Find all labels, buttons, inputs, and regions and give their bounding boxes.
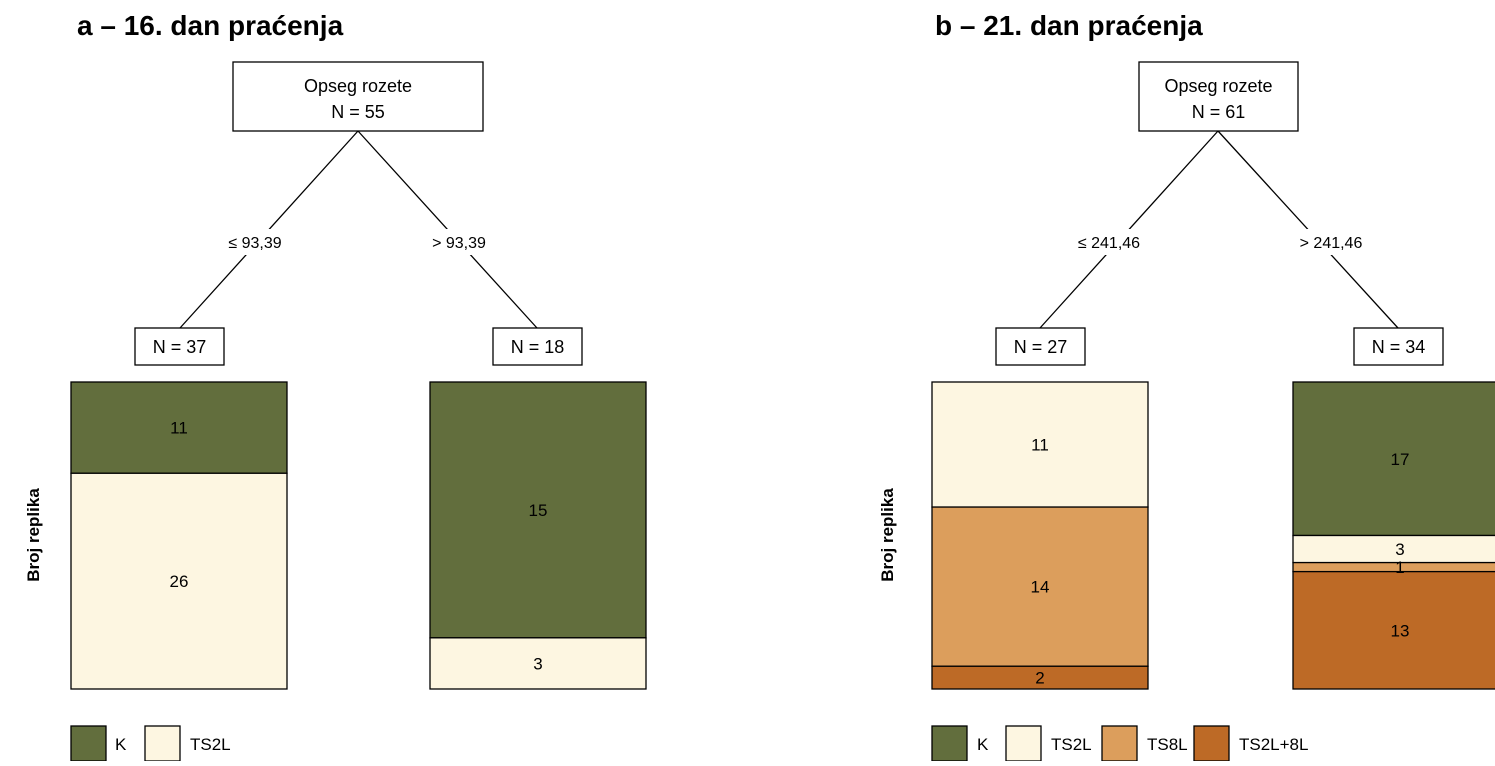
bar-segment-ts8l-value: 1 xyxy=(1395,558,1404,577)
legend-swatch-ts2l xyxy=(144,725,181,762)
bar-segment-ts8l-value: 14 xyxy=(1031,578,1050,597)
right-leaf-bar: 15 3 xyxy=(429,381,647,690)
bar-segment-ts8l xyxy=(931,506,1149,667)
left-edge-label-bg xyxy=(215,229,295,255)
bar-segment-ts2l xyxy=(70,472,288,690)
legend-label-k: K xyxy=(115,735,127,754)
left-edge-label-bg xyxy=(1064,229,1154,255)
legend: K TS2L TS8L TS2L+8L xyxy=(931,725,1308,762)
root-node-box xyxy=(1138,61,1299,132)
bar-segment-k xyxy=(429,381,647,639)
right-edge-label: > 93,39 xyxy=(432,235,486,252)
root-node-label: Opseg rozete xyxy=(304,76,412,96)
legend: K TS2L xyxy=(70,725,231,762)
y-axis-label: Broj replika xyxy=(878,488,897,582)
left-edge-label: ≤ 241,46 xyxy=(1078,235,1140,252)
panel-b-title: b – 21. dan praćenja xyxy=(935,10,1203,41)
legend-swatch-k xyxy=(931,725,968,762)
left-leaf-bar: 11 26 xyxy=(70,381,288,690)
bar-segment-ts2l-value: 3 xyxy=(533,654,542,673)
root-node-count: N = 61 xyxy=(1192,102,1246,122)
bar-segment-ts2l-value: 26 xyxy=(170,572,189,591)
root-node-label: Opseg rozete xyxy=(1164,76,1272,96)
right-leaf-node-box xyxy=(492,327,583,366)
legend-swatch-ts2l xyxy=(1005,725,1042,762)
bar-segment-k-value: 15 xyxy=(529,501,548,520)
right-edge-label-bg xyxy=(417,229,501,255)
bar-segment-ts2l8l-value: 13 xyxy=(1391,621,1410,640)
y-axis-label: Broj replika xyxy=(24,488,43,582)
left-leaf-count: N = 27 xyxy=(1014,337,1068,357)
bar-segment-ts2l-value: 3 xyxy=(1395,540,1404,559)
legend-label-ts2l8l: TS2L+8L xyxy=(1239,735,1308,754)
right-leaf-count: N = 34 xyxy=(1372,337,1426,357)
bar-segment-ts2l xyxy=(931,381,1149,508)
bar-segment-ts2l8l xyxy=(1292,570,1495,690)
left-leaf-node-box xyxy=(995,327,1086,366)
left-leaf-node-box xyxy=(134,327,225,366)
bar-segment-ts2l xyxy=(429,637,647,690)
right-edge-label: > 241,46 xyxy=(1300,235,1363,252)
panel-b: b – 21. dan praćenja Opseg rozete N = 61… xyxy=(878,10,1495,762)
panel-a: a – 16. dan praćenja Opseg rozete N = 55… xyxy=(24,10,647,762)
bar-segment-ts2l8l xyxy=(931,665,1149,690)
bar-segment-k-value: 11 xyxy=(170,419,188,438)
legend-label-k: K xyxy=(977,735,989,754)
bar-segment-k xyxy=(1292,381,1495,537)
legend-swatch-ts2l8l xyxy=(1193,725,1230,762)
left-edge-label: ≤ 93,39 xyxy=(228,235,281,252)
right-edge-label-bg xyxy=(1284,229,1378,255)
bar-segment-k xyxy=(70,381,288,474)
left-leaf-bar: 11 14 2 xyxy=(931,381,1149,690)
legend-label-ts2l: TS2L xyxy=(190,735,231,754)
left-leaf-count: N = 37 xyxy=(153,337,207,357)
right-leaf-node-box xyxy=(1353,327,1444,366)
bar-segment-ts8l xyxy=(1292,561,1495,573)
legend-label-ts2l: TS2L xyxy=(1051,735,1092,754)
panel-a-title: a – 16. dan praćenja xyxy=(77,10,344,41)
bar-segment-ts2l xyxy=(1292,534,1495,564)
right-leaf-bar: 17 3 1 13 xyxy=(1292,381,1495,690)
root-node-box xyxy=(232,61,484,132)
legend-swatch-ts8l xyxy=(1101,725,1138,762)
bar-segment-ts2l-value: 11 xyxy=(1031,436,1049,455)
right-leaf-count: N = 18 xyxy=(511,337,565,357)
root-node-count: N = 55 xyxy=(331,102,385,122)
legend-label-ts8l: TS8L xyxy=(1147,735,1188,754)
bar-segment-ts2l8l-value: 2 xyxy=(1035,669,1044,688)
bar-segment-k-value: 17 xyxy=(1391,450,1410,469)
legend-swatch-k xyxy=(70,725,107,762)
